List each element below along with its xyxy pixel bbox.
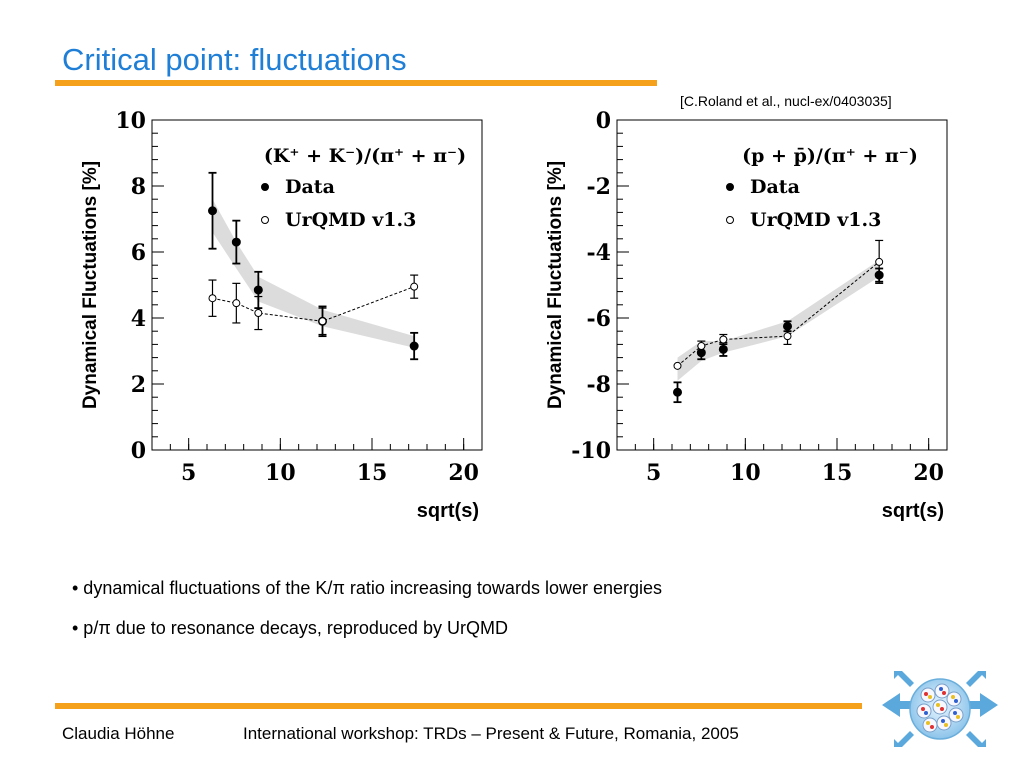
legend-label: UrQMD v1.3 <box>750 209 881 231</box>
point-data <box>208 206 217 216</box>
x-axis-label: sqrt(s) <box>882 500 944 522</box>
point-urqmd <box>410 282 419 291</box>
legend-marker-urqmd <box>726 216 734 224</box>
legend-label: Data <box>285 176 335 198</box>
y-tick-label: -10 <box>571 438 611 464</box>
y-tick-label: -6 <box>587 306 611 332</box>
legend-label: UrQMD v1.3 <box>285 209 416 231</box>
point-data <box>231 237 241 247</box>
y-tick-label: 8 <box>131 174 146 200</box>
footer-event: International workshop: TRDs – Present &… <box>243 724 739 743</box>
point-urqmd <box>318 317 327 326</box>
point-data <box>409 341 419 351</box>
footer-author: Claudia Höhne <box>62 724 175 743</box>
y-tick-label: 10 <box>115 108 146 134</box>
y-tick-label: 0 <box>131 438 146 464</box>
plot-frame <box>616 119 948 451</box>
y-tick-label: 0 <box>596 108 611 134</box>
point-urqmd <box>697 342 706 351</box>
x-tick-label: 20 <box>448 460 479 486</box>
x-tick-label: 10 <box>265 460 296 486</box>
y-tick-label: -4 <box>587 240 611 266</box>
citation: [C.Roland et al., nucl-ex/0403035] <box>680 93 892 109</box>
bullet-item: • dynamical fluctuations of the K/π rati… <box>72 578 663 598</box>
point-data <box>673 387 682 397</box>
x-tick-label: 20 <box>913 460 944 486</box>
bullet-list: • dynamical fluctuations of the K/π rati… <box>72 578 662 658</box>
slide-title: Critical point: fluctuations <box>62 42 407 77</box>
point-urqmd <box>875 257 884 266</box>
x-tick-label: 15 <box>357 460 388 486</box>
point-data <box>718 344 728 354</box>
legend-marker-urqmd <box>261 216 269 224</box>
y-tick-label: 4 <box>131 306 146 332</box>
x-tick-label: 5 <box>181 460 196 486</box>
data-band <box>212 199 415 348</box>
y-tick-label: 6 <box>131 240 146 266</box>
x-tick-label: 10 <box>730 460 761 486</box>
x-axis-label: sqrt(s) <box>417 500 479 522</box>
point-data <box>253 285 263 295</box>
x-tick-label: 15 <box>822 460 853 486</box>
footer-rule <box>55 703 862 709</box>
x-tick-label: 5 <box>646 460 661 486</box>
chart-proton-pion: -10 -8 -6 -4 -2 0 5 10 15 20 Dynamical Fluctuation… <box>545 108 948 522</box>
point-urqmd <box>719 335 728 344</box>
chart-title: (p + p̄)/(π⁺ + π⁻) <box>742 145 918 167</box>
legend-label: Data <box>750 176 800 198</box>
chart-title: (K⁺ + K⁻)/(π⁺ + π⁻) <box>264 145 466 167</box>
series-line-urqmd <box>677 261 880 367</box>
point-urqmd <box>673 361 682 370</box>
y-tick-label: -8 <box>587 372 611 398</box>
series-line-urqmd <box>212 286 415 322</box>
point-urqmd <box>783 332 792 341</box>
point-urqmd <box>232 299 241 308</box>
point-urqmd <box>208 294 217 303</box>
y-axis-label: Dynamical Fluctuations [%] <box>545 161 566 409</box>
quark-gluon-logo-icon <box>882 671 998 747</box>
y-tick-label: -2 <box>587 174 611 200</box>
title-rule <box>55 80 657 86</box>
data-band <box>677 260 880 381</box>
legend-marker-data <box>261 183 269 191</box>
y-tick-label: 2 <box>131 372 146 398</box>
plot-frame <box>151 119 483 451</box>
legend-marker-data <box>726 183 734 191</box>
point-urqmd <box>254 309 263 318</box>
chart-kaon-pion: 0 2 4 6 8 10 5 10 15 20 Dynamical Fluctuations [%]… <box>80 108 483 522</box>
bullet-item: • p/π due to resonance decays, reproduce… <box>72 618 508 638</box>
y-axis-label: Dynamical Fluctuations [%] <box>80 161 101 409</box>
